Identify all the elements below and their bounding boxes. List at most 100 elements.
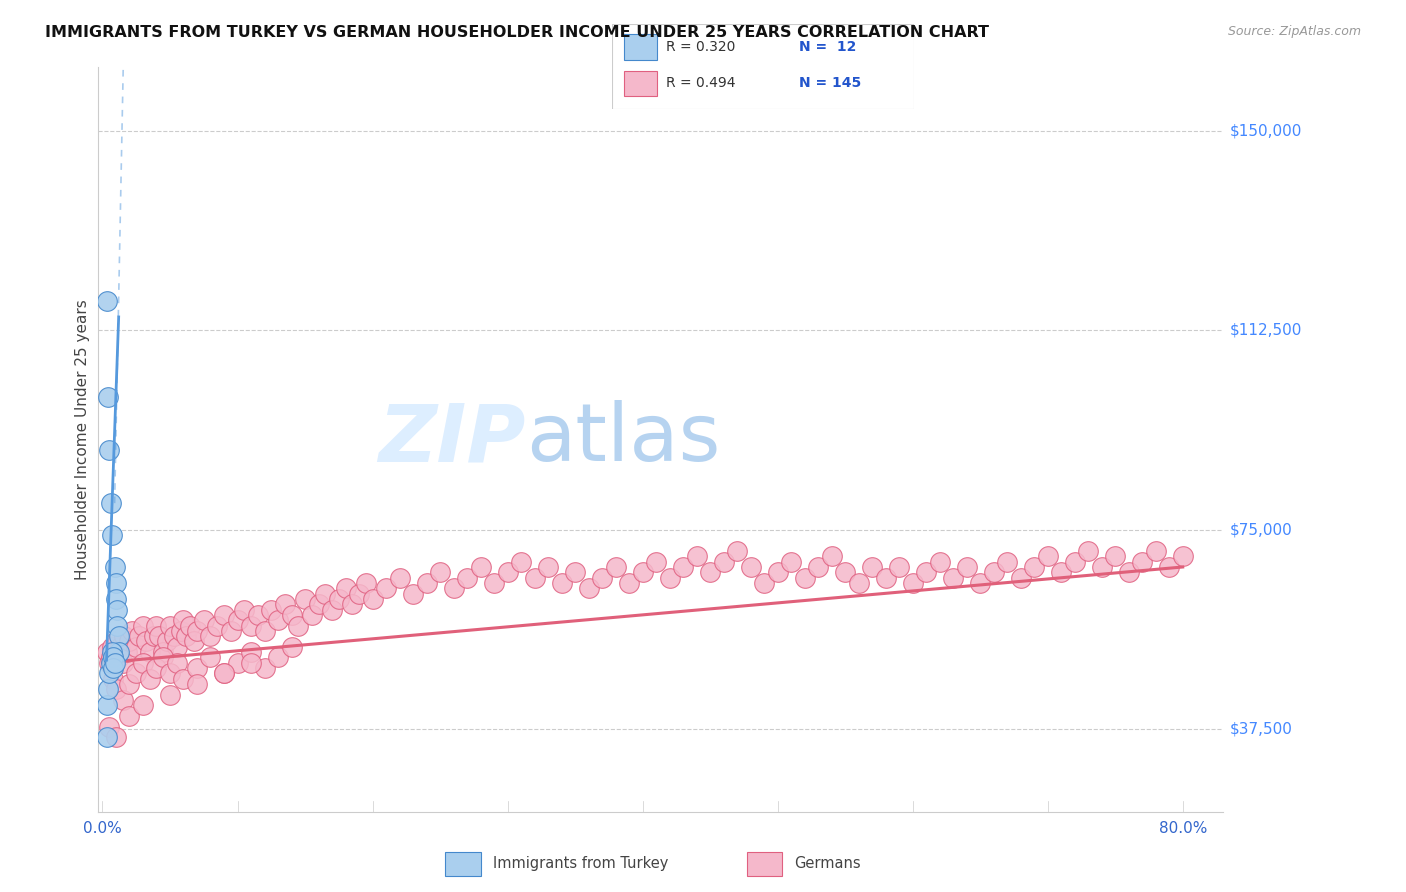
Point [314,586,336,600]
Point [537,560,560,574]
Point [138,645,160,659]
Point [645,555,668,569]
Text: Immigrants from Turkey: Immigrants from Turkey [492,856,668,871]
Point [233,602,256,616]
Point [132,618,155,632]
Text: ZIP: ZIP [378,401,526,478]
Point [287,618,309,632]
Point [207,618,229,632]
Point [267,650,290,665]
Point [118,677,141,691]
Point [105,602,128,616]
Point [108,640,131,654]
Point [915,566,938,580]
Point [429,566,451,580]
Point [443,582,465,596]
Point [942,571,965,585]
Text: $37,500: $37,500 [1230,722,1294,737]
Y-axis label: Householder Income Under 25 years: Householder Income Under 25 years [75,299,90,580]
Point [1171,549,1194,564]
Point [253,661,276,675]
Point [212,607,235,622]
Text: IMMIGRANTS FROM TURKEY VS GERMAN HOUSEHOLDER INCOME UNDER 25 YEARS CORRELATION C: IMMIGRANTS FROM TURKEY VS GERMAN HOUSEHO… [45,25,988,40]
Point [98,442,121,457]
Point [104,591,127,606]
Point [335,582,357,596]
Point [170,624,193,638]
Point [104,576,127,591]
Point [125,666,148,681]
Point [226,613,249,627]
Point [388,571,411,585]
Point [740,560,762,574]
Point [780,555,803,569]
Point [138,672,160,686]
Point [605,560,627,574]
Point [226,656,249,670]
Point [166,656,188,670]
Point [173,672,195,686]
Point [793,571,815,585]
Point [112,629,135,643]
Point [128,629,150,643]
Point [342,597,364,611]
Point [97,682,120,697]
Point [107,629,129,643]
Point [672,560,695,574]
Point [321,602,343,616]
Point [152,650,174,665]
Point [354,576,377,591]
Point [101,640,124,654]
Point [104,634,127,648]
Point [1036,549,1059,564]
Point [98,656,121,670]
Point [969,576,991,591]
Point [101,528,124,542]
Point [928,555,950,569]
Point [142,629,165,643]
Point [253,624,276,638]
Point [807,560,830,574]
Point [145,618,167,632]
Point [100,650,122,665]
Bar [747,852,782,876]
Point [240,645,263,659]
Point [107,650,129,665]
Point [121,624,143,638]
Point [166,640,188,654]
Point [752,576,775,591]
Point [183,634,205,648]
Point [159,618,181,632]
Point [875,571,897,585]
Point [402,586,425,600]
Point [267,613,290,627]
Point [97,390,120,404]
Point [96,730,118,744]
Point [152,645,174,659]
Point [361,591,384,606]
Point [107,645,129,659]
Point [860,560,883,574]
Point [186,624,208,638]
Text: N =  12: N = 12 [799,40,856,54]
Point [104,682,127,697]
Point [482,576,505,591]
Point [995,555,1018,569]
Point [470,560,492,574]
Point [186,677,208,691]
Point [1130,555,1153,569]
Point [111,693,134,707]
Point [148,629,170,643]
Point [280,607,302,622]
Point [159,688,181,702]
Point [1118,566,1140,580]
Point [328,591,350,606]
Point [766,566,789,580]
Point [510,555,533,569]
Point [111,656,134,670]
Point [1091,560,1114,574]
Point [280,640,302,654]
Point [200,629,222,643]
Point [456,571,478,585]
Point [96,293,118,308]
